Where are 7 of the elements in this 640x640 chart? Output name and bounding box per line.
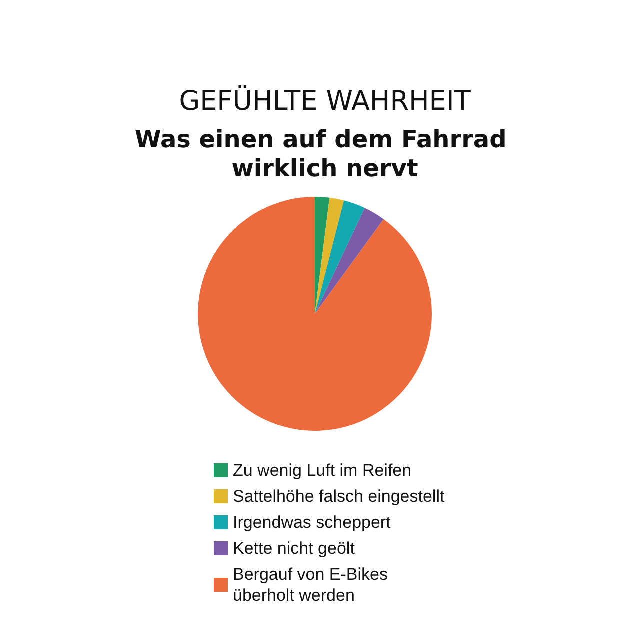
- legend-label: Irgendwas scheppert: [233, 513, 392, 532]
- chart-subtitle: Was einen auf dem Fahrrad wirklich nervt: [134, 126, 516, 182]
- legend-label: Zu wenig Luft im Reifen: [233, 461, 412, 480]
- chart-title: GEFÜHLTE WAHRHEIT: [179, 85, 472, 117]
- legend-label: Bergauf von E-Bikes überholt werden: [233, 565, 388, 605]
- legend-label: Sattelhöhe falsch eingestellt: [233, 487, 445, 506]
- legend-label: Kette nicht geölt: [233, 539, 356, 558]
